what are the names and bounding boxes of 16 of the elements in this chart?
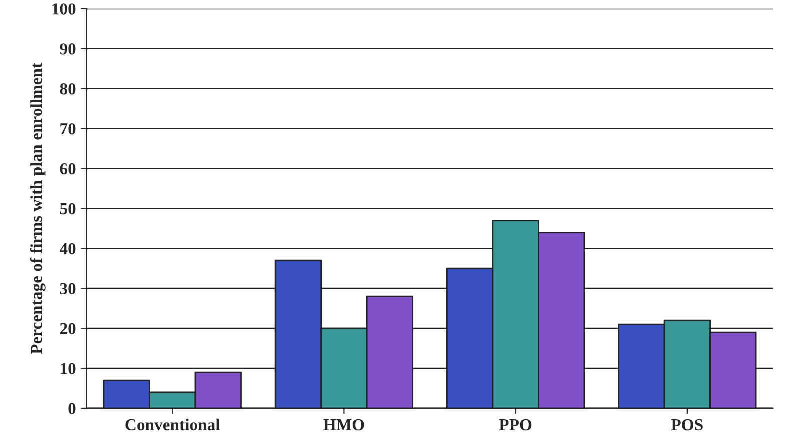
x-tick-label: Conventional bbox=[126, 418, 220, 431]
x-tick-label: PPO bbox=[499, 419, 532, 431]
y-tick-label: 80 bbox=[60, 84, 76, 95]
y-tick-label: 60 bbox=[60, 163, 76, 175]
y-tick-label: 90 bbox=[60, 44, 76, 55]
y-tick-label: 40 bbox=[60, 243, 76, 255]
y-tick-label: 100 bbox=[52, 4, 76, 15]
y-tick-label: 0 bbox=[68, 403, 76, 414]
y-tick-label: 20 bbox=[60, 323, 76, 335]
y-tick-label: 70 bbox=[60, 123, 76, 135]
y-tick-label: 50 bbox=[60, 203, 76, 215]
x-tick-label: POS bbox=[671, 419, 703, 431]
x-tick-label: HMO bbox=[324, 419, 364, 431]
y-axis-title: Percentage of firms with plan enrollment bbox=[30, 63, 46, 354]
y-tick-label: 10 bbox=[61, 363, 76, 374]
y-tick-label: 30 bbox=[60, 283, 76, 295]
